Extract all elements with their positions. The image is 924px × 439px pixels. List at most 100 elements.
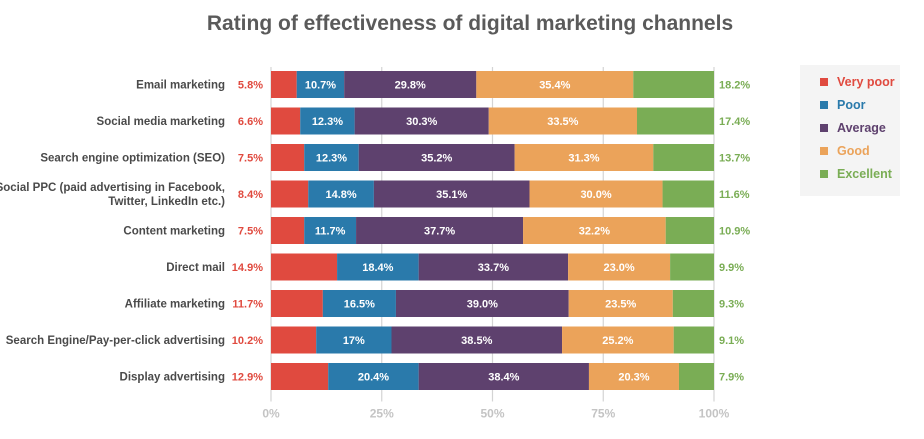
bar-segment bbox=[633, 71, 714, 98]
bar-segment bbox=[271, 363, 329, 390]
data-label: 11.6% bbox=[719, 189, 750, 201]
data-label: 7.5% bbox=[238, 226, 263, 238]
data-label: 11.7% bbox=[232, 299, 263, 311]
data-label: 7.5% bbox=[238, 153, 263, 165]
data-label: 23.5% bbox=[605, 299, 636, 311]
chart-title: Rating of effectiveness of digital marke… bbox=[207, 12, 733, 35]
data-label: 33.7% bbox=[478, 262, 509, 274]
bar-row: Affiliate marketing 11.7% 16.5% 39.0% 23.5% 9… bbox=[125, 290, 744, 317]
bar-segment bbox=[271, 217, 305, 244]
data-label: 20.3% bbox=[618, 372, 649, 384]
bar-segment bbox=[488, 107, 637, 135]
bar-segment bbox=[337, 253, 419, 281]
bar-segment bbox=[316, 326, 392, 354]
legend-label: Average bbox=[837, 121, 886, 135]
bar-segment bbox=[678, 363, 714, 390]
data-label: 9.3% bbox=[719, 299, 744, 311]
data-label: 12.3% bbox=[312, 116, 343, 128]
data-label: 7.9% bbox=[719, 372, 744, 384]
data-label: 10.9% bbox=[719, 226, 750, 238]
bar-segment bbox=[672, 290, 714, 317]
bar-segment bbox=[271, 71, 297, 98]
category-label: Email marketing bbox=[136, 80, 225, 92]
data-label: 23.0% bbox=[604, 262, 635, 274]
data-label: 38.4% bbox=[488, 372, 519, 384]
legend-label: Very poor bbox=[837, 75, 895, 89]
data-label: 9.1% bbox=[719, 335, 744, 347]
x-tick-label: 25% bbox=[370, 407, 394, 421]
data-label: 18.2% bbox=[719, 80, 750, 92]
data-label: 39.0% bbox=[467, 299, 498, 311]
bar-segment bbox=[568, 290, 673, 317]
legend: Very poor Poor Average Good Excellent bbox=[800, 65, 900, 196]
bar-segment bbox=[271, 253, 338, 281]
category-label: Search Engine/Pay-per-click advertising bbox=[6, 335, 225, 347]
data-label: 17% bbox=[343, 335, 365, 347]
bar-segment bbox=[588, 363, 679, 390]
bar-segment bbox=[395, 290, 569, 317]
data-label: 32.2% bbox=[579, 226, 610, 238]
data-label: 18.4% bbox=[362, 262, 393, 274]
bar-row: Social media marketing 6.6% 12.3% 30.3% 33.5… bbox=[97, 107, 750, 135]
data-label: 38.5% bbox=[461, 335, 492, 347]
data-label: 37.7% bbox=[424, 226, 455, 238]
category-label: Affiliate marketing bbox=[125, 299, 225, 311]
x-tick-label: 0% bbox=[262, 407, 280, 421]
legend-swatch bbox=[820, 78, 828, 86]
data-label: 29.8% bbox=[395, 80, 426, 92]
bar-segment bbox=[665, 217, 714, 244]
bar-segment bbox=[529, 180, 663, 208]
bar-segment bbox=[328, 363, 419, 390]
bar-segment bbox=[344, 71, 477, 98]
data-label: 12.9% bbox=[232, 372, 263, 384]
bar-row: Display advertising 12.9% 20.4% 38.4% 20.3% 7… bbox=[120, 363, 744, 390]
legend-label: Excellent bbox=[837, 167, 893, 181]
bar-segment bbox=[391, 326, 563, 354]
data-label: 35.1% bbox=[436, 189, 467, 201]
bar-segment bbox=[418, 253, 569, 281]
bar-segment bbox=[304, 217, 357, 244]
data-label: 35.2% bbox=[421, 153, 452, 165]
data-label: 13.7% bbox=[719, 153, 750, 165]
bar-segment bbox=[271, 290, 323, 317]
data-label: 8.4% bbox=[238, 189, 263, 201]
data-label: 30.0% bbox=[580, 189, 611, 201]
bar-segment bbox=[653, 144, 714, 171]
legend-swatch bbox=[820, 124, 828, 132]
data-label: 17.4% bbox=[719, 116, 750, 128]
data-label: 14.8% bbox=[325, 189, 356, 201]
bar-segment bbox=[358, 144, 515, 171]
category-label: Display advertising bbox=[120, 372, 225, 384]
bar-segment bbox=[418, 363, 589, 390]
category-label: Content marketing bbox=[123, 226, 225, 238]
bar-row: Content marketing 7.5% 11.7% 37.7% 32.2% 10.9… bbox=[123, 217, 750, 244]
bar-segment bbox=[271, 326, 317, 354]
x-tick-label: 100% bbox=[699, 407, 730, 421]
bar-segment bbox=[562, 326, 674, 354]
legend-label: Good bbox=[837, 144, 870, 158]
bar-segment bbox=[373, 180, 530, 208]
bar-segment bbox=[670, 253, 714, 281]
data-label: 10.2% bbox=[232, 335, 263, 347]
bar-segment bbox=[356, 217, 524, 244]
bar-segment bbox=[514, 144, 654, 171]
data-label: 33.5% bbox=[547, 116, 578, 128]
legend-label: Poor bbox=[837, 98, 866, 112]
data-label: 5.8% bbox=[238, 80, 263, 92]
bar-row: Search Engine/Pay-per-click advertising 1… bbox=[6, 326, 744, 354]
bar-segment bbox=[304, 144, 359, 171]
bar-segment bbox=[300, 107, 355, 135]
category-label: Direct mail bbox=[166, 262, 225, 274]
bar-segment bbox=[271, 144, 305, 171]
legend-background bbox=[800, 65, 900, 196]
data-label: 35.4% bbox=[539, 80, 570, 92]
legend-swatch bbox=[820, 147, 828, 155]
data-label: 25.2% bbox=[602, 335, 633, 347]
bar-segment bbox=[523, 217, 666, 244]
data-label: 31.3% bbox=[568, 153, 599, 165]
bar-row: Direct mail 14.9% 18.4% 33.7% 23.0% 9.9% bbox=[166, 253, 744, 281]
bar-row: Email marketing 5.8% 10.7% 29.8% 35.4% 18.2% bbox=[136, 71, 750, 98]
x-axis: 0% 25% 50% 75% 100% bbox=[262, 407, 729, 421]
bar-segment bbox=[673, 326, 714, 354]
